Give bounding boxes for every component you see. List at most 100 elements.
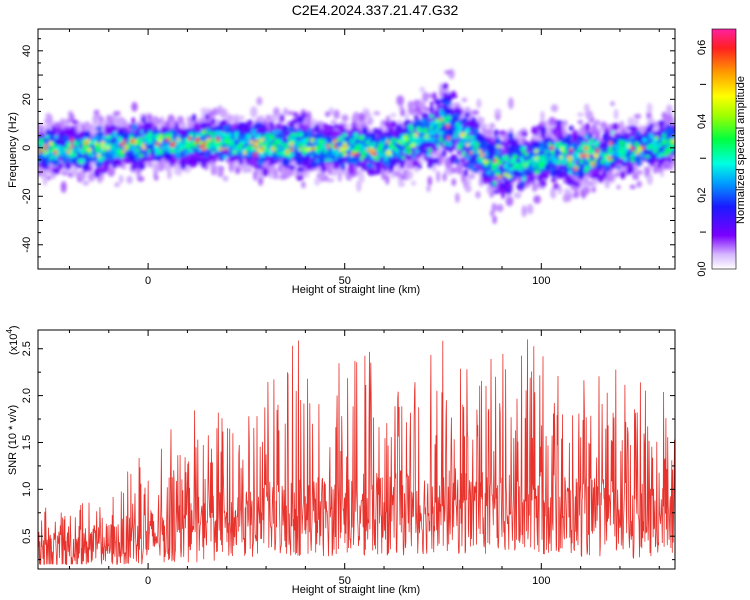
heatmap-cell — [619, 120, 625, 132]
heatmap-cell — [296, 175, 304, 181]
heatmap-cell — [461, 97, 468, 103]
heatmap-cell — [154, 164, 160, 173]
heatmap-cell — [87, 173, 95, 182]
heatmap-cell — [325, 111, 331, 117]
heatmap-cell — [210, 118, 216, 126]
heatmap-cell — [356, 180, 362, 193]
heatmap-cell — [222, 175, 229, 182]
heatmap-cell — [486, 188, 492, 193]
heatmap-cell — [417, 164, 422, 170]
heatmap-cell — [210, 162, 216, 169]
heatmap-cell — [506, 138, 512, 146]
heatmap-cell — [476, 98, 482, 109]
heatmap-cell — [167, 168, 172, 180]
heatmap-cell — [341, 114, 349, 122]
heatmap-cell — [522, 130, 528, 137]
heatmap-cell — [460, 158, 466, 164]
heatmap-cell — [550, 104, 559, 113]
heatmap-cell — [389, 120, 397, 128]
heatmap-cell — [492, 215, 497, 224]
heatmap-cell — [82, 180, 90, 186]
heatmap-cell — [553, 128, 561, 138]
heatmap-cell — [71, 167, 79, 177]
heatmap-cell — [137, 176, 145, 182]
heatmap-cell — [301, 113, 308, 118]
heatmap-cell — [667, 157, 674, 163]
spectrogram-heatmap — [38, 68, 675, 224]
heatmap-cell — [413, 99, 420, 108]
heatmap-cell — [505, 196, 514, 207]
heatmap-cell — [429, 101, 434, 107]
heatmap-cell — [494, 108, 502, 115]
heatmap-cell — [563, 188, 571, 194]
heatmap-cell — [46, 175, 52, 181]
heatmap-cell — [614, 172, 620, 178]
heatmap-cell — [324, 175, 329, 182]
heatmap-cell — [550, 177, 557, 183]
heatmap-cell — [616, 185, 621, 190]
heatmap-cell — [153, 115, 158, 121]
heatmap-cell — [105, 114, 113, 123]
heatmap-cell — [605, 173, 614, 182]
heatmap-cell — [503, 142, 509, 152]
heatmap-cell — [390, 113, 397, 118]
heatmap-cell — [665, 114, 673, 125]
heatmap-cell — [641, 125, 647, 131]
heatmap-cell — [373, 111, 381, 116]
heatmap-cell — [276, 123, 282, 130]
heatmap-cell — [493, 129, 499, 138]
heatmap-cell — [110, 125, 119, 130]
heatmap-cell — [402, 168, 409, 177]
heatmap-cell — [296, 166, 304, 173]
heatmap-cell — [455, 192, 460, 203]
heatmap-cell — [526, 203, 534, 215]
heatmap-cell — [433, 157, 440, 165]
heatmap-cell — [377, 129, 383, 136]
heatmap-cell — [540, 126, 547, 136]
heatmap-cell — [288, 164, 296, 170]
heatmap-cell — [620, 170, 626, 180]
heatmap-cell — [646, 102, 653, 115]
heatmap-cell — [584, 186, 591, 195]
heatmap-cell — [436, 170, 441, 183]
heatmap-cell — [570, 178, 576, 186]
heatmap-cell — [154, 175, 159, 181]
heatmap-cell — [358, 174, 365, 183]
heatmap-cell — [553, 182, 559, 190]
heatmap-cell — [253, 170, 258, 181]
heatmap-cell — [200, 122, 208, 129]
heatmap-cell — [93, 109, 100, 116]
heatmap-cell — [328, 107, 334, 115]
heatmap-cells — [38, 68, 675, 224]
heatmap-cell — [551, 187, 557, 199]
heatmap-cell — [584, 122, 591, 132]
heatmap-cell — [188, 157, 197, 165]
heatmap-cell — [411, 159, 420, 167]
heatmap-cell — [455, 164, 464, 175]
heatmap-cell — [521, 205, 527, 218]
heatmap-cell — [543, 175, 549, 180]
heatmap-cell — [130, 164, 138, 171]
heatmap-cell — [591, 186, 596, 193]
heatmap-cell — [352, 111, 360, 122]
heatmap-cell — [628, 125, 637, 131]
heatmap-cell — [326, 178, 335, 183]
heatmap-cell — [583, 175, 589, 186]
heatmap-cell — [114, 182, 120, 187]
heatmap-cell — [577, 112, 584, 117]
heatmap-cell — [399, 104, 404, 111]
heatmap-cell — [652, 164, 659, 174]
heatmap-cell — [126, 175, 133, 184]
heatmap-cell — [261, 167, 269, 177]
heatmap-cell — [317, 120, 324, 127]
heatmap-cell — [598, 126, 605, 133]
heatmap-cell — [219, 108, 228, 119]
heatmap-cell — [38, 122, 42, 130]
heatmap-cell — [191, 114, 197, 122]
heatmap-cell — [585, 110, 594, 121]
heatmap-cell — [51, 125, 56, 130]
heatmap-cell — [482, 124, 489, 129]
heatmap-cell — [140, 117, 147, 122]
